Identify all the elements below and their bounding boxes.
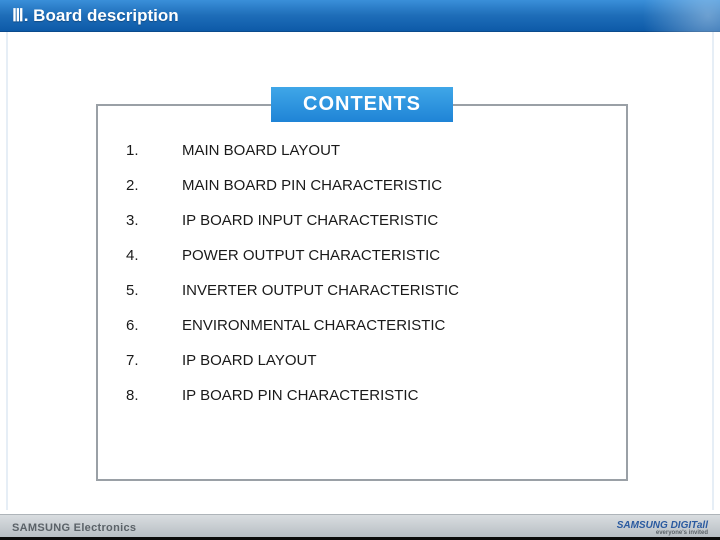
item-number: 6. bbox=[126, 317, 182, 334]
item-number: 5. bbox=[126, 282, 182, 299]
contents-list: 1. MAIN BOARD LAYOUT 2. MAIN BOARD PIN C… bbox=[126, 142, 602, 404]
item-text: INVERTER OUTPUT CHARACTERISTIC bbox=[182, 282, 459, 299]
item-number: 7. bbox=[126, 352, 182, 369]
item-text: POWER OUTPUT CHARACTERISTIC bbox=[182, 247, 440, 264]
list-item: 1. MAIN BOARD LAYOUT bbox=[126, 142, 602, 159]
list-item: 6. ENVIRONMENTAL CHARACTERISTIC bbox=[126, 317, 602, 334]
item-text: IP BOARD LAYOUT bbox=[182, 352, 316, 369]
item-text: ENVIRONMENTAL CHARACTERISTIC bbox=[182, 317, 445, 334]
header-title: Ⅲ. Board description bbox=[12, 6, 179, 26]
contents-label: CONTENTS bbox=[271, 87, 453, 122]
list-item: 2. MAIN BOARD PIN CHARACTERISTIC bbox=[126, 177, 602, 194]
footer-left-brand: SAMSUNG Electronics bbox=[12, 522, 136, 534]
footer-right-brand: SAMSUNG DIGITall everyone's invited bbox=[617, 520, 708, 536]
content-area: CONTENTS 1. MAIN BOARD LAYOUT 2. MAIN BO… bbox=[6, 32, 714, 510]
list-item: 7. IP BOARD LAYOUT bbox=[126, 352, 602, 369]
contents-plate: CONTENTS 1. MAIN BOARD LAYOUT 2. MAIN BO… bbox=[96, 87, 628, 481]
item-text: IP BOARD PIN CHARACTERISTIC bbox=[182, 387, 418, 404]
list-item: 5. INVERTER OUTPUT CHARACTERISTIC bbox=[126, 282, 602, 299]
item-text: IP BOARD INPUT CHARACTERISTIC bbox=[182, 212, 438, 229]
item-number: 2. bbox=[126, 177, 182, 194]
footer-right-main: SAMSUNG DIGITall bbox=[617, 520, 708, 531]
list-item: 3. IP BOARD INPUT CHARACTERISTIC bbox=[126, 212, 602, 229]
header-bar: Ⅲ. Board description bbox=[0, 0, 720, 32]
item-text: MAIN BOARD LAYOUT bbox=[182, 142, 340, 159]
item-text: MAIN BOARD PIN CHARACTERISTIC bbox=[182, 177, 442, 194]
item-number: 8. bbox=[126, 387, 182, 404]
list-item: 8. IP BOARD PIN CHARACTERISTIC bbox=[126, 387, 602, 404]
item-number: 1. bbox=[126, 142, 182, 159]
contents-box: 1. MAIN BOARD LAYOUT 2. MAIN BOARD PIN C… bbox=[96, 104, 628, 481]
list-item: 4. POWER OUTPUT CHARACTERISTIC bbox=[126, 247, 602, 264]
item-number: 3. bbox=[126, 212, 182, 229]
item-number: 4. bbox=[126, 247, 182, 264]
